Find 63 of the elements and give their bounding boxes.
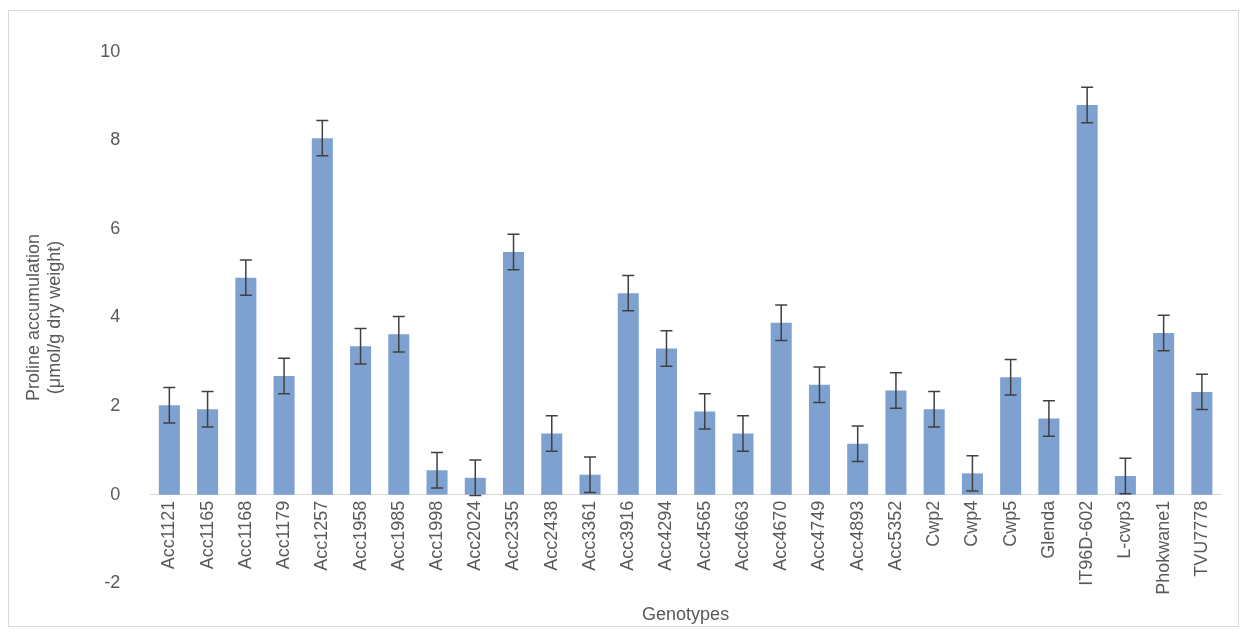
y-axis-title: Proline accumulation (μmol/g dry weight) (22, 233, 65, 402)
x-tick-label: Acc4294 (655, 500, 676, 571)
x-axis-title: Genotypes (642, 604, 730, 625)
x-tick-label: Acc4565 (693, 500, 714, 571)
x-tick-label: Acc1179 (273, 500, 294, 570)
bar (885, 390, 907, 495)
x-tick-label: TVU7778 (1190, 500, 1211, 577)
bar (770, 322, 792, 495)
x-tick-label: IT96D-602 (1076, 500, 1097, 586)
bar (1191, 391, 1213, 495)
bar (1038, 418, 1060, 495)
y-tick-label: 6 (110, 217, 121, 238)
bar (388, 334, 410, 495)
x-tick-label: Cwp2 (923, 500, 944, 547)
x-tick-label: Acc4893 (846, 500, 867, 571)
x-tick-label: Acc1998 (426, 500, 447, 571)
y-tick-label: 10 (100, 40, 121, 61)
x-tick-label: Acc4749 (808, 500, 829, 571)
x-tick-label: Acc1985 (387, 500, 408, 571)
x-tick-label: Acc3361 (578, 500, 599, 571)
x-tick-label: Glenda (1037, 499, 1058, 559)
x-tick-label: Acc3916 (617, 500, 638, 571)
x-tick-label: Phokwane1 (1152, 500, 1173, 595)
bar (847, 443, 869, 495)
bar (1076, 104, 1098, 495)
x-tick-label: Acc4670 (770, 500, 791, 571)
x-tick-label: Acc1165 (196, 500, 217, 570)
x-tick-label: Acc2024 (464, 500, 485, 571)
x-tick-label: Acc1168 (234, 500, 255, 570)
y-tick-label: -2 (104, 572, 121, 593)
bar (1114, 476, 1136, 495)
y-tick-label: 8 (110, 129, 121, 150)
x-tick-label: Acc1257 (311, 500, 332, 571)
y-tick-label: 2 (110, 395, 121, 416)
bar (1000, 377, 1022, 495)
bar (311, 138, 333, 495)
x-tick-label: Acc1958 (349, 500, 370, 571)
bar (503, 251, 525, 495)
bar (961, 473, 983, 495)
x-tick-label: Acc5352 (884, 500, 905, 571)
x-tick-label: Cwp4 (961, 500, 982, 547)
x-tick-label: Acc2438 (540, 500, 561, 571)
x-tick-label: Acc2355 (502, 500, 523, 571)
bar (541, 433, 563, 495)
x-tick-label: Cwp5 (999, 500, 1020, 547)
bar (350, 346, 372, 495)
bar (655, 348, 678, 495)
bar (694, 411, 716, 495)
bar (732, 433, 754, 495)
bar (464, 477, 486, 495)
x-tick-label: L-cwp3 (1114, 500, 1135, 559)
bar (1153, 333, 1175, 495)
x-tick-label: Acc4663 (731, 500, 752, 571)
bar (617, 293, 639, 495)
bar (235, 277, 257, 495)
bar (808, 384, 830, 495)
bar (158, 405, 180, 495)
y-tick-label: 0 (110, 483, 121, 504)
bar (923, 409, 945, 495)
y-tick-label: 4 (110, 306, 121, 327)
bar (197, 409, 219, 495)
bar (273, 375, 295, 495)
x-tick-label: Acc1121 (158, 500, 179, 570)
